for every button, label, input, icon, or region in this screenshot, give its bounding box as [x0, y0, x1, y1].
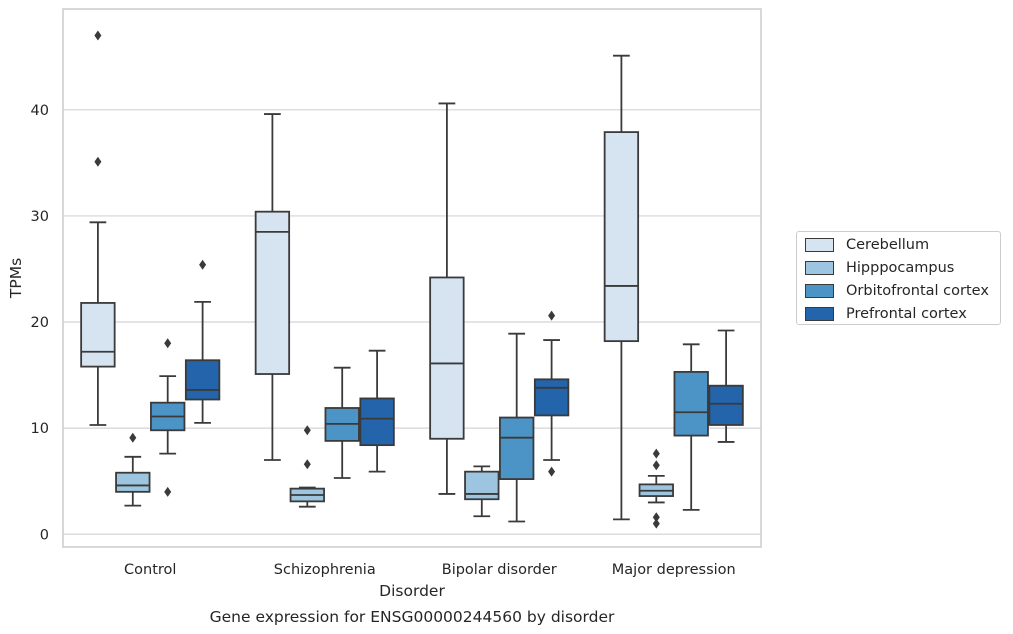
legend-label-prefrontal-cortex: Prefrontal cortex	[846, 306, 967, 322]
legend-item-prefrontal-cortex: Prefrontal cortex	[805, 303, 967, 325]
box-body	[115, 471, 151, 493]
box-1-0	[115, 432, 151, 507]
y-tick-label-10: 10	[31, 421, 49, 437]
x-axis-ticks: Control Schizophrenia Bipolar disorder Majo…	[124, 562, 736, 578]
y-tick-label-30: 30	[31, 209, 49, 225]
box-body	[603, 131, 640, 343]
legend-swatch-orbitofrontal-cortex	[805, 284, 834, 298]
outlier-point-0	[129, 432, 137, 443]
outlier-point-0	[199, 259, 207, 270]
x-tick-label-1: Schizophrenia	[274, 562, 376, 578]
x-tick-label-2: Bipolar disorder	[442, 562, 557, 578]
outlier-point-1	[164, 338, 172, 349]
box-1-3	[638, 448, 674, 529]
outlier-point-1	[303, 425, 311, 436]
legend-swatch-prefrontal-cortex	[805, 307, 834, 321]
box-body	[184, 359, 221, 401]
box-body	[708, 384, 744, 426]
box-2-2	[499, 332, 535, 523]
legend-label-hippocampus: Hipppocampus	[846, 260, 955, 276]
box-body	[533, 378, 570, 417]
y-axis-ticks: 0 10 20 30 40	[31, 103, 49, 543]
outlier-point-0	[303, 459, 311, 470]
box-body	[254, 210, 291, 375]
legend-item-cerebellum: Cerebellum	[805, 234, 929, 256]
box-3-2	[533, 310, 570, 477]
outlier-point-0	[94, 156, 102, 167]
box-0-2	[429, 102, 465, 495]
box-2-0	[150, 338, 186, 497]
outlier-point-0	[548, 466, 556, 477]
legend-item-orbitofrontal-cortex: Orbitofrontal cortex	[805, 280, 989, 302]
outlier-point-3	[652, 448, 660, 459]
box-series	[80, 30, 744, 529]
outlier-point-1	[94, 30, 102, 41]
y-tick-label-0: 0	[40, 527, 49, 543]
gridlines	[63, 109, 761, 535]
chart-title: Gene expression for ENSG00000244560 by d…	[210, 608, 615, 626]
box-3-1	[359, 349, 395, 473]
box-1-2	[464, 465, 500, 518]
y-tick-label-40: 40	[31, 103, 49, 119]
box-0-1	[254, 113, 291, 461]
x-tick-label-0: Control	[124, 562, 176, 578]
box-3-0	[184, 259, 221, 424]
box-2-3	[673, 343, 709, 511]
box-0-3	[603, 54, 640, 521]
legend-swatch-hippocampus	[805, 261, 834, 275]
box-body	[359, 397, 395, 447]
outlier-point-0	[164, 486, 172, 497]
outlier-point-1	[652, 512, 660, 523]
outlier-point-1	[548, 310, 556, 321]
outlier-point-0	[652, 518, 660, 529]
legend-swatch-cerebellum	[805, 238, 834, 252]
x-axis-label: Disorder	[379, 582, 445, 600]
box-2-1	[324, 366, 360, 479]
plot-area-frame	[62, 8, 762, 548]
legend-label-orbitofrontal-cortex: Orbitofrontal cortex	[846, 283, 989, 299]
x-tick-label-3: Major depression	[612, 562, 736, 578]
box-body	[464, 470, 500, 501]
y-axis-label: TPMs	[7, 258, 25, 299]
y-tick-label-20: 20	[31, 315, 49, 331]
legend: Cerebellum Hipppocampus Orbitofrontal co…	[796, 231, 1001, 325]
box-body	[499, 416, 535, 480]
box-body	[429, 276, 465, 440]
box-1-1	[289, 425, 325, 508]
legend-label-cerebellum: Cerebellum	[846, 237, 930, 253]
box-0-0	[80, 30, 116, 426]
box-body	[673, 371, 709, 437]
outlier-point-2	[652, 460, 660, 471]
legend-item-hippocampus: Hipppocampus	[805, 257, 954, 279]
box-3-3	[708, 329, 744, 443]
box-body	[80, 302, 116, 368]
